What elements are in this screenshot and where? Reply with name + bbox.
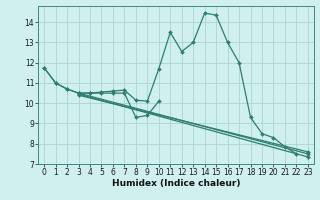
X-axis label: Humidex (Indice chaleur): Humidex (Indice chaleur) (112, 179, 240, 188)
